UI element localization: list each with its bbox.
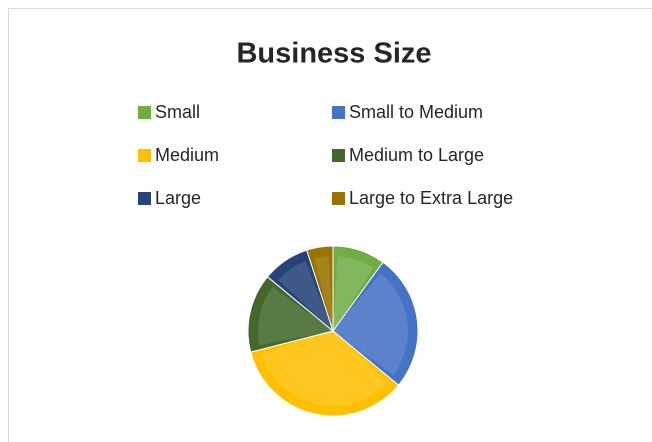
legend-label: Small — [155, 102, 200, 122]
pie-slice — [332, 261, 419, 386]
legend-swatch — [138, 106, 151, 119]
pie-slice-bevel — [333, 273, 408, 376]
pie-slice-bevel — [261, 331, 388, 406]
legend-label: Small to Medium — [349, 102, 483, 122]
legend-label: Medium — [155, 145, 219, 165]
pie-slice — [306, 245, 334, 332]
legend-swatch — [332, 106, 345, 119]
pie-slice-bevel — [278, 261, 333, 331]
legend-swatch — [332, 149, 345, 162]
legend-swatch — [138, 192, 151, 205]
pie-slice-bevel — [333, 256, 374, 331]
pie-slice — [247, 276, 335, 353]
legend-swatch — [332, 192, 345, 205]
pie-slice-bevel — [314, 256, 333, 331]
legend-label: Medium to Large — [349, 145, 484, 165]
legend-swatch — [138, 149, 151, 162]
legend-label: Large to Extra Large — [349, 188, 513, 208]
legend-label: Large — [155, 188, 201, 208]
pie-slice-bevel — [258, 286, 333, 346]
chart-title: Business Size — [236, 38, 431, 70]
pie-slice — [250, 330, 400, 417]
